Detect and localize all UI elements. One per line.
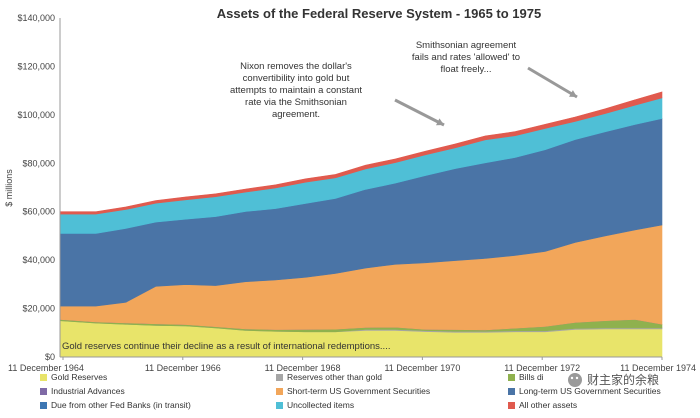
legend-label: Reserves other than gold [287, 372, 382, 382]
annotations: Nixon removes the dollar'sconvertibility… [62, 40, 578, 352]
y-tick-label: $40,000 [22, 255, 55, 265]
x-tick-label: 11 December 1968 [265, 363, 341, 373]
y-tick-label: $120,000 [17, 61, 55, 71]
y-tick-label: $60,000 [22, 207, 55, 217]
arrow-nixon-head [436, 118, 444, 126]
legend-swatch [508, 402, 515, 409]
legend-swatch [40, 388, 47, 395]
legend-label: Due from other Fed Banks (in transit) [51, 400, 191, 410]
legend-label: Gold Reserves [51, 372, 107, 382]
chart-title: Assets of the Federal Reserve System - 1… [217, 6, 541, 21]
annotation-nixon: Nixon removes the dollar'sconvertibility… [230, 61, 362, 120]
legend-swatch [508, 388, 515, 395]
x-tick-label: 11 December 1974 [620, 363, 696, 373]
watermark-text: 财主家的余粮 [587, 372, 659, 387]
x-tick-label: 11 December 1964 [8, 363, 84, 373]
x-tick-label: 11 December 1966 [145, 363, 221, 373]
legend-swatch [276, 402, 283, 409]
y-axis-label: $ millions [4, 169, 14, 207]
annotation-line: Nixon removes the dollar's [240, 61, 352, 72]
legend-label: All other assets [519, 400, 577, 410]
legend-label: Uncollected items [287, 400, 354, 410]
annotation-line: Smithsonian agreement [416, 40, 517, 51]
wechat-icon [568, 373, 582, 387]
legend-swatch [276, 374, 283, 381]
y-tick-label: $140,000 [17, 13, 55, 23]
annotation-line: Gold reserves continue their decline as … [62, 341, 390, 352]
legend-swatch [276, 388, 283, 395]
annotation-line: fails and rates 'allowed' to [412, 52, 520, 63]
arrow-nixon [394, 98, 445, 127]
annotation-line: convertibility into gold but [243, 73, 350, 84]
annotation-line: attempts to maintain a constant [230, 85, 362, 96]
x-tick-label: 11 December 1972 [504, 363, 580, 373]
y-tick-label: $0 [45, 352, 55, 362]
y-tick-label: $80,000 [22, 158, 55, 168]
legend-label: Industrial Advances [51, 386, 125, 396]
annotation-line: agreement. [272, 109, 320, 120]
stacked-areas [59, 91, 663, 358]
legend: Gold Reserves Reserves other than gold Bil… [40, 372, 661, 410]
legend-swatch [508, 374, 515, 381]
legend-swatch [40, 374, 47, 381]
legend-label: Bills di [519, 372, 544, 382]
watermark: 财主家的余粮 [568, 372, 659, 387]
arrow-smithsonian-head [569, 90, 577, 97]
annotation-gold: Gold reserves continue their decline as … [62, 341, 390, 352]
arrow-smithsonian [527, 66, 578, 99]
annotation-line: rate via the Smithsonian [245, 97, 347, 108]
y-tick-label: $20,000 [22, 304, 55, 314]
legend-label: Short-term US Government Securities [287, 386, 430, 396]
axes: $0 $20,000 $40,000 $60,000 $80,000 $100,000 $1… [8, 13, 696, 373]
y-tick-label: $100,000 [17, 110, 55, 120]
annotation-line: float freely... [440, 64, 491, 75]
area-series-8 [59, 91, 663, 215]
legend-label: Long-term US Government Securities [519, 386, 661, 396]
x-tick-label: 11 December 1970 [384, 363, 460, 373]
legend-swatch [40, 402, 47, 409]
